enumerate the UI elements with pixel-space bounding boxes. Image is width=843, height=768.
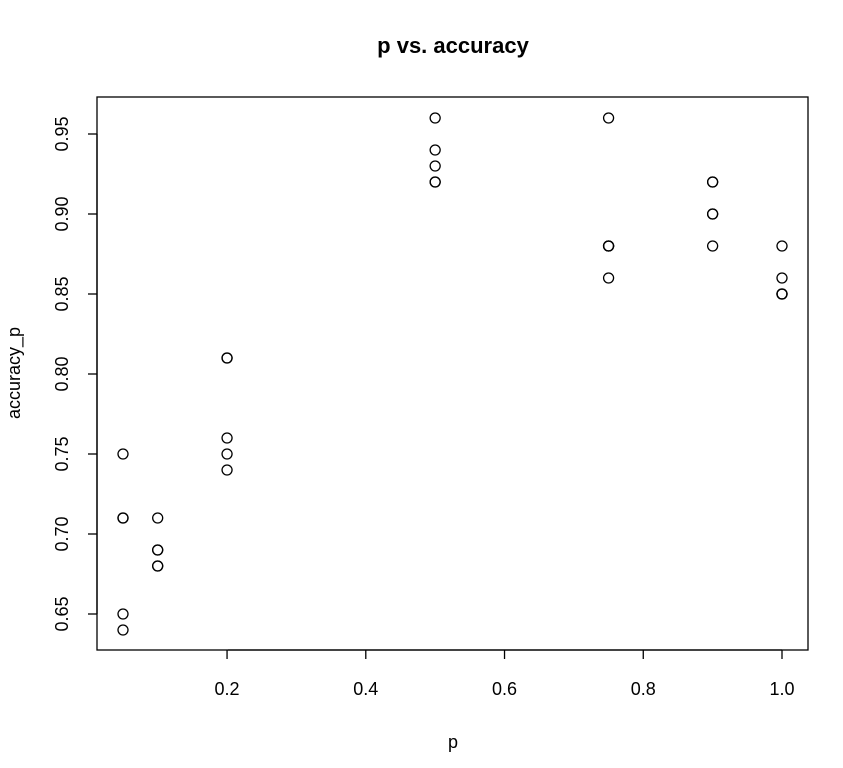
scatter-point bbox=[706, 240, 719, 252]
scatter-point bbox=[152, 544, 164, 556]
plot-frame bbox=[96, 96, 809, 651]
y-tick-label: 0.80 bbox=[52, 356, 72, 391]
scatter-point bbox=[221, 464, 233, 476]
y-tick-label: 0.90 bbox=[52, 196, 72, 231]
scatter-point bbox=[221, 352, 233, 364]
x-axis-ticks: 0.2 0.4 0.6 0.8 1.0 bbox=[215, 650, 795, 699]
scatter-point bbox=[429, 112, 441, 124]
x-tick-label: 0.6 bbox=[492, 679, 517, 699]
y-tick-label: 0.65 bbox=[52, 596, 72, 631]
y-tick-label: 0.70 bbox=[52, 516, 72, 551]
scatter-point bbox=[776, 240, 788, 252]
scatter-point bbox=[117, 448, 129, 460]
scatter-point bbox=[602, 112, 615, 124]
scatter-point bbox=[117, 512, 129, 524]
x-axis-label: p bbox=[448, 732, 458, 752]
chart-title: p vs. accuracy bbox=[377, 33, 529, 58]
y-axis-ticks: 0.65 0.70 0.75 0.80 0.85 0.90 0.95 bbox=[52, 116, 97, 632]
scatter-point bbox=[776, 288, 788, 300]
y-tick-label: 0.75 bbox=[52, 436, 72, 471]
x-tick-label: 0.2 bbox=[215, 679, 240, 699]
x-tick-label: 0.8 bbox=[631, 679, 656, 699]
scatter-point bbox=[152, 560, 164, 572]
scatter-point bbox=[776, 272, 788, 284]
y-tick-label: 0.85 bbox=[52, 276, 72, 311]
scatter-point bbox=[429, 176, 441, 188]
scatter-point bbox=[602, 272, 615, 284]
data-points bbox=[117, 112, 788, 636]
scatter-point bbox=[602, 240, 615, 252]
scatter-point bbox=[706, 208, 719, 220]
scatter-point bbox=[706, 176, 719, 188]
y-tick-label: 0.95 bbox=[52, 116, 72, 151]
scatter-point bbox=[429, 160, 441, 172]
scatter-point bbox=[429, 144, 441, 156]
scatter-point bbox=[117, 608, 129, 620]
scatter-point bbox=[152, 512, 164, 524]
scatter-point bbox=[117, 624, 129, 636]
y-axis-label: accuracy_p bbox=[4, 327, 25, 419]
x-tick-label: 0.4 bbox=[353, 679, 378, 699]
scatter-point bbox=[221, 432, 233, 444]
x-tick-label: 1.0 bbox=[769, 679, 794, 699]
scatter-point bbox=[221, 448, 233, 460]
